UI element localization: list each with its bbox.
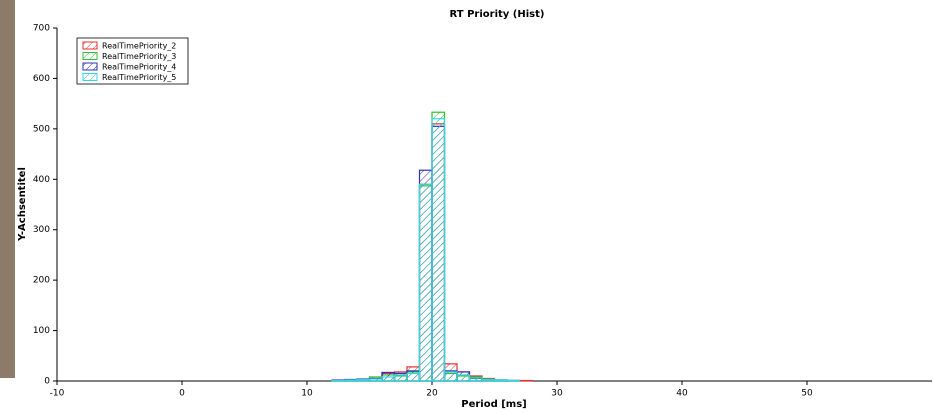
bar xyxy=(443,371,458,382)
x-axis-title: Period [ms] xyxy=(461,399,527,409)
bar xyxy=(406,372,421,382)
bar xyxy=(481,378,496,382)
legend-swatch xyxy=(82,41,98,50)
y-tick-label: 400 xyxy=(33,175,50,185)
legend-label: RealTimePriority_2 xyxy=(102,42,176,51)
bar xyxy=(506,379,521,382)
x-tick-label: 50 xyxy=(801,389,813,399)
legend-swatch xyxy=(82,62,98,71)
bar xyxy=(431,118,446,382)
bar xyxy=(468,377,483,382)
x-tick-label: 40 xyxy=(676,389,688,399)
x-tick-label: 20 xyxy=(426,389,438,399)
y-tick-label: 600 xyxy=(33,74,50,84)
x-tick-label: 10 xyxy=(301,389,313,399)
y-tick-label: 100 xyxy=(33,326,50,336)
legend-swatch xyxy=(82,52,98,60)
side-strip xyxy=(0,0,15,378)
bar xyxy=(493,379,508,382)
bar xyxy=(356,378,371,382)
y-tick-label: 300 xyxy=(33,225,50,235)
legend-label: RealTimePriority_3 xyxy=(102,52,176,61)
bar xyxy=(368,378,383,382)
bar xyxy=(418,183,433,382)
y-tick-label: 0 xyxy=(44,377,50,387)
y-tick-label: 700 xyxy=(33,24,50,34)
bar xyxy=(518,379,533,382)
y-axis-title: Y-Achsentitel xyxy=(17,167,28,242)
x-tick-label: 30 xyxy=(551,389,563,399)
y-tick-label: 500 xyxy=(33,124,50,134)
bar xyxy=(343,379,358,382)
legend-label: RealTimePriority_5 xyxy=(102,73,176,82)
legend-label: RealTimePriority_4 xyxy=(102,63,176,72)
legend-swatch xyxy=(82,73,98,81)
chart-title: RT Priority (Hist) xyxy=(450,9,545,20)
bar xyxy=(393,374,408,382)
bar xyxy=(456,374,471,382)
y-tick-label: 200 xyxy=(33,276,50,286)
x-tick-label: -10 xyxy=(50,389,65,399)
bar xyxy=(381,376,396,382)
x-tick-label: 0 xyxy=(179,389,185,399)
bar xyxy=(331,379,346,382)
